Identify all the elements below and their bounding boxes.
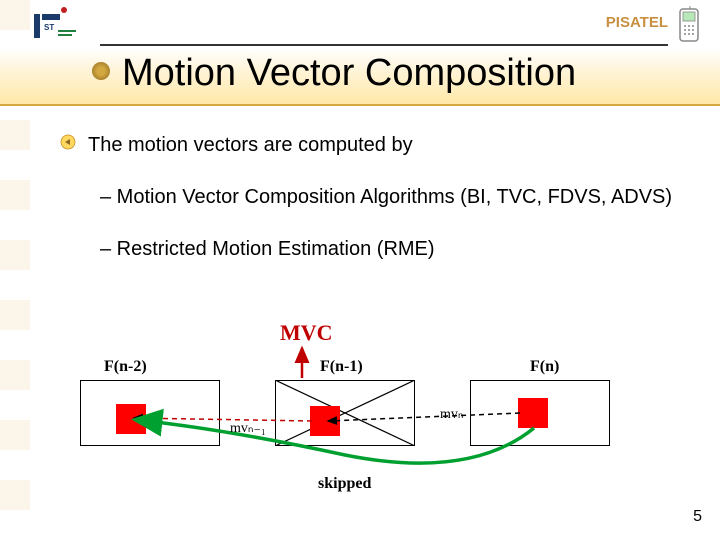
skipped-label: skipped (318, 475, 371, 493)
skipped-cross-icon (275, 380, 415, 446)
frame-label-1: F(n-1) (320, 358, 363, 376)
page-number: 5 (693, 508, 702, 526)
mv-label-right: mvₙ (440, 406, 463, 423)
pisatel-label: PISATEL (606, 14, 668, 31)
bullet-text: The motion vectors are computed by (88, 130, 413, 160)
frame-box-0 (80, 380, 220, 446)
sub-bullet-2: – Restricted Motion Estimation (RME) (100, 232, 680, 266)
bullet-item: The motion vectors are computed by (60, 130, 680, 160)
block-0 (116, 404, 146, 434)
mvc-diagram: MVC F(n-2) F(n-1) F(n) (80, 320, 640, 500)
finger-bullet-icon (60, 134, 76, 150)
slide-title: Motion Vector Composition (122, 52, 576, 95)
block-2 (518, 398, 548, 428)
phone-icon (676, 6, 702, 44)
mvc-label: MVC (280, 320, 333, 346)
mv-label-left: mvₙ₋₁ (230, 420, 266, 437)
block-1 (310, 406, 340, 436)
title-bullet-icon (92, 62, 110, 80)
isti-logo: ST (28, 6, 80, 46)
svg-text:ST: ST (44, 23, 54, 32)
frame-label-0: F(n-2) (104, 358, 147, 376)
title-underline (100, 44, 668, 46)
frame-label-2: F(n) (530, 358, 559, 376)
content-area: The motion vectors are computed by – Mot… (60, 130, 680, 284)
sub-bullet-1: – Motion Vector Composition Algorithms (… (100, 180, 680, 214)
